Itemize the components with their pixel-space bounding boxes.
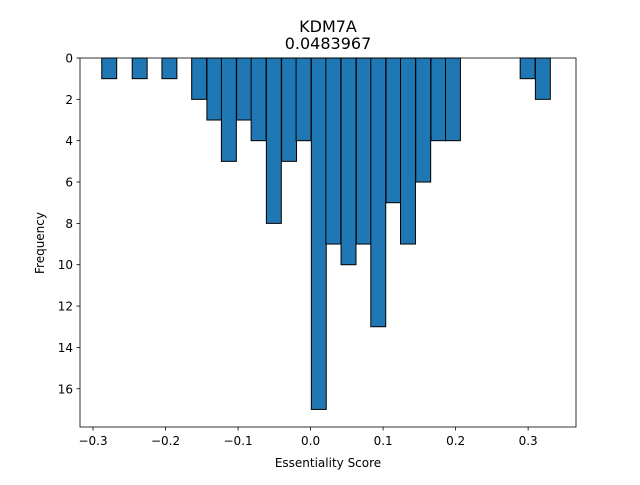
x-tick-label-6: 0.3 (519, 434, 538, 448)
histogram-bar-7 (250, 57, 267, 142)
histogram-bar-18 (415, 57, 432, 183)
histogram-bar-11 (310, 57, 327, 410)
chart-title: KDM7A (299, 17, 357, 36)
histogram-bar-15 (370, 57, 387, 328)
y-tick-label-3: 6 (65, 176, 73, 190)
histogram-bar-14 (355, 57, 372, 245)
histogram-bar-16 (385, 57, 402, 204)
histogram-bar-2 (161, 57, 178, 80)
histogram-bar-5 (220, 57, 237, 162)
y-axis: 0 2 4 6 8 10 12 14 16 (58, 52, 80, 396)
x-axis-label: Essentiality Score (275, 456, 381, 470)
x-axis: −0.3 −0.2 −0.1 0.0 0.1 0.2 0.3 (78, 427, 538, 448)
histogram-bar-3 (191, 57, 208, 100)
histogram-bar-1 (131, 57, 148, 80)
plot-frame (79, 57, 577, 428)
histogram-bar-4 (206, 57, 223, 121)
histogram-bar-13 (340, 57, 357, 266)
y-tick-label-7: 14 (58, 341, 73, 355)
histogram-bar-17 (400, 57, 416, 245)
histogram-bar-0 (101, 57, 118, 80)
y-tick-label-4: 8 (65, 217, 73, 231)
y-tick-label-0: 0 (65, 52, 73, 66)
chart-subtitle: 0.0483967 (285, 34, 372, 53)
y-tick-label-2: 4 (65, 134, 73, 148)
histogram-bar-19 (430, 57, 447, 142)
histogram-bar-21 (519, 57, 536, 80)
histogram-bar-22 (534, 57, 551, 100)
histogram-bar-12 (325, 57, 342, 245)
x-tick-label-3: 0.0 (301, 434, 320, 448)
x-tick-label-2: −0.1 (224, 434, 253, 448)
x-tick-label-0: −0.3 (78, 434, 107, 448)
histogram-bar-10 (295, 57, 312, 142)
x-tick-label-5: 0.2 (446, 434, 465, 448)
histogram-bar-9 (281, 57, 298, 162)
x-tick-label-1: −0.2 (151, 434, 180, 448)
y-tick-label-8: 16 (58, 382, 73, 396)
histogram-bar-20 (444, 57, 461, 142)
y-tick-label-1: 2 (65, 93, 73, 107)
y-tick-label-6: 12 (58, 300, 73, 314)
bars-layer (101, 57, 551, 410)
x-tick-label-4: 0.1 (374, 434, 393, 448)
y-axis-label: Frequency (33, 212, 47, 274)
histogram-bar-8 (265, 57, 282, 224)
histogram-bar-6 (236, 57, 253, 121)
y-tick-label-5: 10 (58, 258, 73, 272)
